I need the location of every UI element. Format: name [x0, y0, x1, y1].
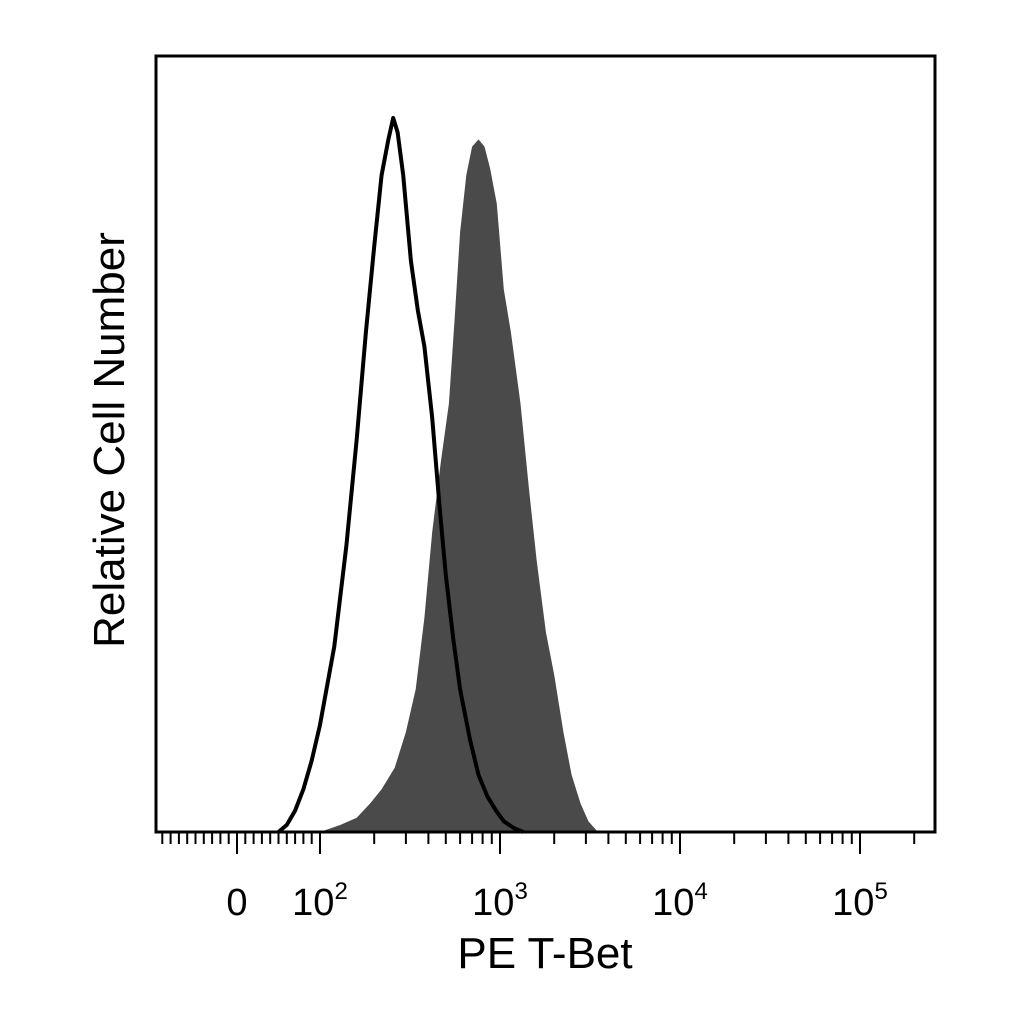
- x-tick-label: 0: [226, 882, 247, 924]
- plot-frame: [154, 54, 937, 834]
- x-tick-label: 102: [292, 878, 348, 924]
- control-histogram-outline: [277, 116, 525, 834]
- x-tick-label: 105: [832, 878, 888, 924]
- x-tick-label: 104: [652, 878, 708, 924]
- x-axis-tick-labels: 0 102 103 104 105: [226, 878, 887, 924]
- series-layer: [277, 116, 598, 834]
- x-tick-label: 103: [472, 878, 528, 924]
- x-axis-title: PE T-Bet: [457, 929, 632, 978]
- y-axis-title: Relative Cell Number: [85, 232, 134, 648]
- x-axis-ticks: [161, 832, 916, 854]
- stained-histogram-area: [320, 139, 598, 832]
